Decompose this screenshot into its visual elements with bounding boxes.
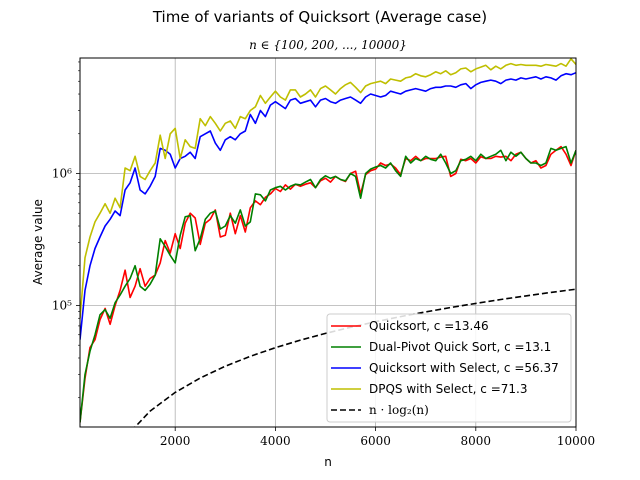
x-tick-label: 6000 — [360, 434, 391, 448]
legend-label-5: n · log₂(n) — [369, 403, 429, 417]
x-tick-label: 8000 — [461, 434, 492, 448]
series-line-1 — [80, 145, 576, 423]
x-tick-label: 2000 — [160, 434, 191, 448]
series-line-2 — [80, 145, 576, 423]
x-axis-label: n — [324, 455, 332, 469]
x-tick-label: 4000 — [260, 434, 291, 448]
legend: Quicksort, c =13.46 Dual-Pivot Quick Sort… — [326, 313, 572, 423]
legend-label-1: Quicksort, c =13.46 — [369, 319, 489, 333]
y-axis: 10⁵ 10⁶ — [52, 61, 80, 399]
legend-label-2: Dual-Pivot Quick Sort, c =13.1 — [369, 340, 551, 354]
y-tick-label: 10⁶ — [52, 166, 72, 180]
y-axis-label: Average value — [31, 199, 45, 285]
x-tick-label: 10000 — [557, 434, 595, 448]
legend-label-3: Quicksort with Select, c =56.37 — [369, 361, 559, 375]
chart-subtitle: n ∈ {100, 200, ..., 10000} — [249, 38, 407, 52]
x-axis: 2000 4000 6000 8000 10000 — [160, 427, 595, 448]
series-line-4 — [80, 58, 576, 319]
legend-box — [326, 313, 572, 423]
series-layer — [80, 58, 576, 427]
chart-title: Time of variants of Quicksort (Average c… — [152, 8, 487, 26]
y-tick-label: 10⁵ — [52, 298, 72, 312]
legend-label-4: DPQS with Select, c =71.3 — [369, 382, 527, 396]
grid — [80, 58, 577, 427]
